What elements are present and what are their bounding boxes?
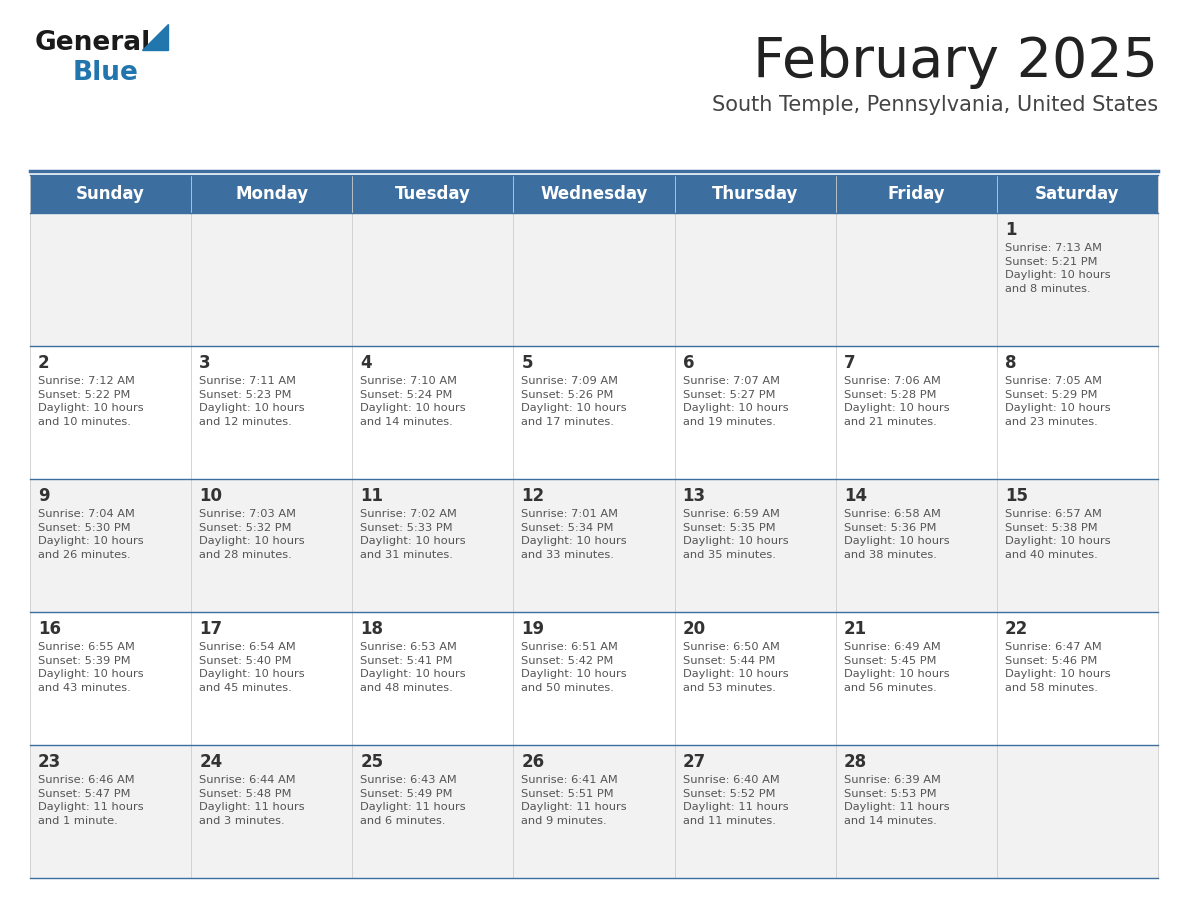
Text: 5: 5 [522, 354, 533, 372]
Text: 23: 23 [38, 753, 62, 771]
Text: Sunrise: 6:51 AM
Sunset: 5:42 PM
Daylight: 10 hours
and 50 minutes.: Sunrise: 6:51 AM Sunset: 5:42 PM Dayligh… [522, 642, 627, 693]
Text: Sunrise: 6:41 AM
Sunset: 5:51 PM
Daylight: 11 hours
and 9 minutes.: Sunrise: 6:41 AM Sunset: 5:51 PM Dayligh… [522, 775, 627, 826]
Polygon shape [143, 24, 168, 50]
Text: Sunrise: 7:10 AM
Sunset: 5:24 PM
Daylight: 10 hours
and 14 minutes.: Sunrise: 7:10 AM Sunset: 5:24 PM Dayligh… [360, 376, 466, 427]
Text: Sunrise: 6:46 AM
Sunset: 5:47 PM
Daylight: 11 hours
and 1 minute.: Sunrise: 6:46 AM Sunset: 5:47 PM Dayligh… [38, 775, 144, 826]
Text: 16: 16 [38, 620, 61, 638]
Text: Saturday: Saturday [1035, 185, 1119, 203]
Bar [30, 175, 1158, 213]
Text: Sunrise: 7:04 AM
Sunset: 5:30 PM
Daylight: 10 hours
and 26 minutes.: Sunrise: 7:04 AM Sunset: 5:30 PM Dayligh… [38, 509, 144, 560]
Text: 28: 28 [843, 753, 867, 771]
Text: Sunrise: 6:40 AM
Sunset: 5:52 PM
Daylight: 11 hours
and 11 minutes.: Sunrise: 6:40 AM Sunset: 5:52 PM Dayligh… [683, 775, 788, 826]
Text: Blue: Blue [72, 60, 139, 86]
Text: Sunrise: 7:11 AM
Sunset: 5:23 PM
Daylight: 10 hours
and 12 minutes.: Sunrise: 7:11 AM Sunset: 5:23 PM Dayligh… [200, 376, 305, 427]
Bar [30, 479, 1158, 612]
Text: Sunrise: 7:02 AM
Sunset: 5:33 PM
Daylight: 10 hours
and 31 minutes.: Sunrise: 7:02 AM Sunset: 5:33 PM Dayligh… [360, 509, 466, 560]
Text: 1: 1 [1005, 221, 1017, 239]
Text: 24: 24 [200, 753, 222, 771]
Text: 17: 17 [200, 620, 222, 638]
Text: 10: 10 [200, 487, 222, 505]
Text: 21: 21 [843, 620, 867, 638]
Text: Wednesday: Wednesday [541, 185, 647, 203]
Text: Sunrise: 6:59 AM
Sunset: 5:35 PM
Daylight: 10 hours
and 35 minutes.: Sunrise: 6:59 AM Sunset: 5:35 PM Dayligh… [683, 509, 788, 560]
Text: 8: 8 [1005, 354, 1017, 372]
Bar [30, 213, 1158, 346]
Text: Friday: Friday [887, 185, 946, 203]
Bar [30, 745, 1158, 878]
Text: 20: 20 [683, 620, 706, 638]
Text: 12: 12 [522, 487, 544, 505]
Text: Sunrise: 7:01 AM
Sunset: 5:34 PM
Daylight: 10 hours
and 33 minutes.: Sunrise: 7:01 AM Sunset: 5:34 PM Dayligh… [522, 509, 627, 560]
Text: Sunrise: 6:47 AM
Sunset: 5:46 PM
Daylight: 10 hours
and 58 minutes.: Sunrise: 6:47 AM Sunset: 5:46 PM Dayligh… [1005, 642, 1111, 693]
Text: Sunrise: 6:55 AM
Sunset: 5:39 PM
Daylight: 10 hours
and 43 minutes.: Sunrise: 6:55 AM Sunset: 5:39 PM Dayligh… [38, 642, 144, 693]
Text: Sunrise: 7:05 AM
Sunset: 5:29 PM
Daylight: 10 hours
and 23 minutes.: Sunrise: 7:05 AM Sunset: 5:29 PM Dayligh… [1005, 376, 1111, 427]
Text: 4: 4 [360, 354, 372, 372]
Text: 27: 27 [683, 753, 706, 771]
Text: Sunrise: 6:39 AM
Sunset: 5:53 PM
Daylight: 11 hours
and 14 minutes.: Sunrise: 6:39 AM Sunset: 5:53 PM Dayligh… [843, 775, 949, 826]
Text: 11: 11 [360, 487, 384, 505]
Text: Sunrise: 7:07 AM
Sunset: 5:27 PM
Daylight: 10 hours
and 19 minutes.: Sunrise: 7:07 AM Sunset: 5:27 PM Dayligh… [683, 376, 788, 427]
Text: 14: 14 [843, 487, 867, 505]
Text: Sunrise: 7:03 AM
Sunset: 5:32 PM
Daylight: 10 hours
and 28 minutes.: Sunrise: 7:03 AM Sunset: 5:32 PM Dayligh… [200, 509, 305, 560]
Text: Thursday: Thursday [712, 185, 798, 203]
Text: Monday: Monday [235, 185, 308, 203]
Text: Sunrise: 6:58 AM
Sunset: 5:36 PM
Daylight: 10 hours
and 38 minutes.: Sunrise: 6:58 AM Sunset: 5:36 PM Dayligh… [843, 509, 949, 560]
Text: Sunday: Sunday [76, 185, 145, 203]
Text: 22: 22 [1005, 620, 1028, 638]
Text: 7: 7 [843, 354, 855, 372]
Text: 3: 3 [200, 354, 210, 372]
Text: Sunrise: 6:44 AM
Sunset: 5:48 PM
Daylight: 11 hours
and 3 minutes.: Sunrise: 6:44 AM Sunset: 5:48 PM Dayligh… [200, 775, 305, 826]
Text: Sunrise: 6:50 AM
Sunset: 5:44 PM
Daylight: 10 hours
and 53 minutes.: Sunrise: 6:50 AM Sunset: 5:44 PM Dayligh… [683, 642, 788, 693]
Text: Sunrise: 6:54 AM
Sunset: 5:40 PM
Daylight: 10 hours
and 45 minutes.: Sunrise: 6:54 AM Sunset: 5:40 PM Dayligh… [200, 642, 305, 693]
Text: Sunrise: 7:12 AM
Sunset: 5:22 PM
Daylight: 10 hours
and 10 minutes.: Sunrise: 7:12 AM Sunset: 5:22 PM Dayligh… [38, 376, 144, 427]
Text: Sunrise: 6:57 AM
Sunset: 5:38 PM
Daylight: 10 hours
and 40 minutes.: Sunrise: 6:57 AM Sunset: 5:38 PM Dayligh… [1005, 509, 1111, 560]
Text: 26: 26 [522, 753, 544, 771]
Text: 15: 15 [1005, 487, 1028, 505]
Text: 6: 6 [683, 354, 694, 372]
Text: Sunrise: 6:53 AM
Sunset: 5:41 PM
Daylight: 10 hours
and 48 minutes.: Sunrise: 6:53 AM Sunset: 5:41 PM Dayligh… [360, 642, 466, 693]
Text: 19: 19 [522, 620, 544, 638]
Bar [30, 346, 1158, 479]
Text: Sunrise: 7:09 AM
Sunset: 5:26 PM
Daylight: 10 hours
and 17 minutes.: Sunrise: 7:09 AM Sunset: 5:26 PM Dayligh… [522, 376, 627, 427]
Text: Sunrise: 6:49 AM
Sunset: 5:45 PM
Daylight: 10 hours
and 56 minutes.: Sunrise: 6:49 AM Sunset: 5:45 PM Dayligh… [843, 642, 949, 693]
Bar [30, 612, 1158, 745]
Text: 18: 18 [360, 620, 384, 638]
Text: 2: 2 [38, 354, 50, 372]
Text: 13: 13 [683, 487, 706, 505]
Text: February 2025: February 2025 [753, 35, 1158, 89]
Text: Sunrise: 6:43 AM
Sunset: 5:49 PM
Daylight: 11 hours
and 6 minutes.: Sunrise: 6:43 AM Sunset: 5:49 PM Dayligh… [360, 775, 466, 826]
Text: General: General [34, 30, 151, 56]
Text: 25: 25 [360, 753, 384, 771]
Text: Tuesday: Tuesday [394, 185, 470, 203]
Text: Sunrise: 7:13 AM
Sunset: 5:21 PM
Daylight: 10 hours
and 8 minutes.: Sunrise: 7:13 AM Sunset: 5:21 PM Dayligh… [1005, 243, 1111, 294]
Text: 9: 9 [38, 487, 50, 505]
Text: South Temple, Pennsylvania, United States: South Temple, Pennsylvania, United State… [712, 95, 1158, 115]
Text: Sunrise: 7:06 AM
Sunset: 5:28 PM
Daylight: 10 hours
and 21 minutes.: Sunrise: 7:06 AM Sunset: 5:28 PM Dayligh… [843, 376, 949, 427]
